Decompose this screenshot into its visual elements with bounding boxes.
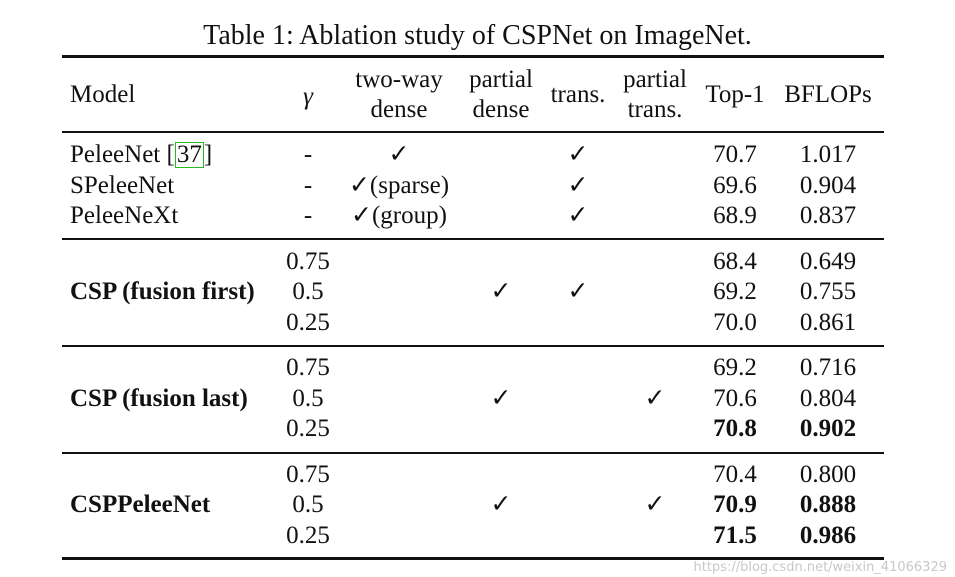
gamma-value: 0.25: [286, 522, 330, 549]
group-rule: [62, 452, 884, 454]
bottom-rule: [62, 557, 884, 560]
bflops-value: 0.861: [799, 309, 857, 336]
model-name: PeleeNet [37]: [70, 141, 213, 168]
top1-value: 69.2: [713, 354, 757, 381]
gamma-value: 0.25: [286, 415, 330, 442]
bflops-value: 1.017: [799, 141, 857, 168]
gamma-value: 0.75: [286, 354, 330, 381]
gamma-value: 0.75: [286, 248, 330, 275]
model-name: PeleeNeXt: [70, 202, 179, 229]
top1-value: 68.4: [713, 248, 757, 275]
top1-value: 69.2: [713, 278, 757, 305]
partial-dense-check: ✓: [490, 278, 512, 305]
gamma-value: 0.25: [286, 309, 330, 336]
citation-link[interactable]: 37: [174, 141, 204, 168]
header-gamma: γ: [303, 83, 313, 110]
top1-value: 71.5: [713, 522, 757, 549]
two-way-check: ✓(group): [351, 202, 447, 229]
model-name: CSP (fusion first): [70, 278, 255, 305]
bflops-value: 0.755: [799, 278, 857, 305]
header-top1: Top-1: [705, 81, 765, 108]
bflops-value: 0.904: [799, 172, 857, 199]
header-partial-dense-1: partial: [469, 66, 533, 93]
bflops-value: 0.716: [799, 354, 857, 381]
top1-value: 68.9: [713, 202, 757, 229]
top1-value: 70.9: [713, 491, 757, 518]
header-trans: trans.: [550, 81, 606, 108]
bflops-value: 0.888: [799, 491, 857, 518]
gamma-value: 0.5: [292, 385, 324, 412]
header-model: Model: [70, 81, 136, 108]
bflops-value: 0.800: [799, 461, 857, 488]
bflops-value: 0.986: [799, 522, 857, 549]
group-rule: [62, 238, 884, 240]
two-way-check: ✓(sparse): [348, 172, 450, 199]
group-rule: [62, 345, 884, 347]
header-partial-dense-2: dense: [472, 96, 530, 123]
partial-dense-check: ✓: [490, 491, 512, 518]
table-caption: Table 1: Ablation study of CSPNet on Ima…: [203, 20, 752, 51]
top1-value: 69.6: [713, 172, 757, 199]
gamma-value: -: [303, 202, 313, 229]
partial-trans-check: ✓: [644, 385, 666, 412]
top1-value: 70.8: [713, 415, 757, 442]
trans-check: ✓: [567, 202, 589, 229]
header-rule: [62, 131, 884, 133]
bflops-value: 0.837: [799, 202, 857, 229]
trans-check: ✓: [567, 141, 589, 168]
gamma-value: 0.5: [292, 278, 324, 305]
header-two-way-2: dense: [370, 96, 428, 123]
top1-value: 70.6: [713, 385, 757, 412]
header-bflops: BFLOPs: [784, 81, 872, 108]
top1-value: 70.7: [713, 141, 757, 168]
bflops-value: 0.902: [799, 415, 857, 442]
header-partial-trans-2: trans.: [627, 96, 683, 123]
partial-dense-check: ✓: [490, 385, 512, 412]
bflops-value: 0.649: [799, 248, 857, 275]
watermark-text: https://blog.csdn.net/weixin_41066329: [693, 560, 947, 575]
gamma-value: -: [303, 172, 313, 199]
two-way-check: ✓: [388, 141, 410, 168]
header-partial-trans-1: partial: [623, 66, 687, 93]
trans-check: ✓: [567, 172, 589, 199]
gamma-value: 0.75: [286, 461, 330, 488]
partial-trans-check: ✓: [644, 491, 666, 518]
header-two-way-1: two-way: [355, 66, 443, 93]
gamma-value: -: [303, 141, 313, 168]
top1-value: 70.4: [713, 461, 757, 488]
model-name: CSP (fusion last): [70, 385, 248, 412]
model-name: SPeleeNet: [70, 172, 175, 199]
top1-value: 70.0: [713, 309, 757, 336]
trans-check: ✓: [567, 278, 589, 305]
top-rule: [62, 55, 884, 58]
gamma-value: 0.5: [292, 491, 324, 518]
bflops-value: 0.804: [799, 385, 857, 412]
model-name: CSPPeleeNet: [70, 491, 211, 518]
